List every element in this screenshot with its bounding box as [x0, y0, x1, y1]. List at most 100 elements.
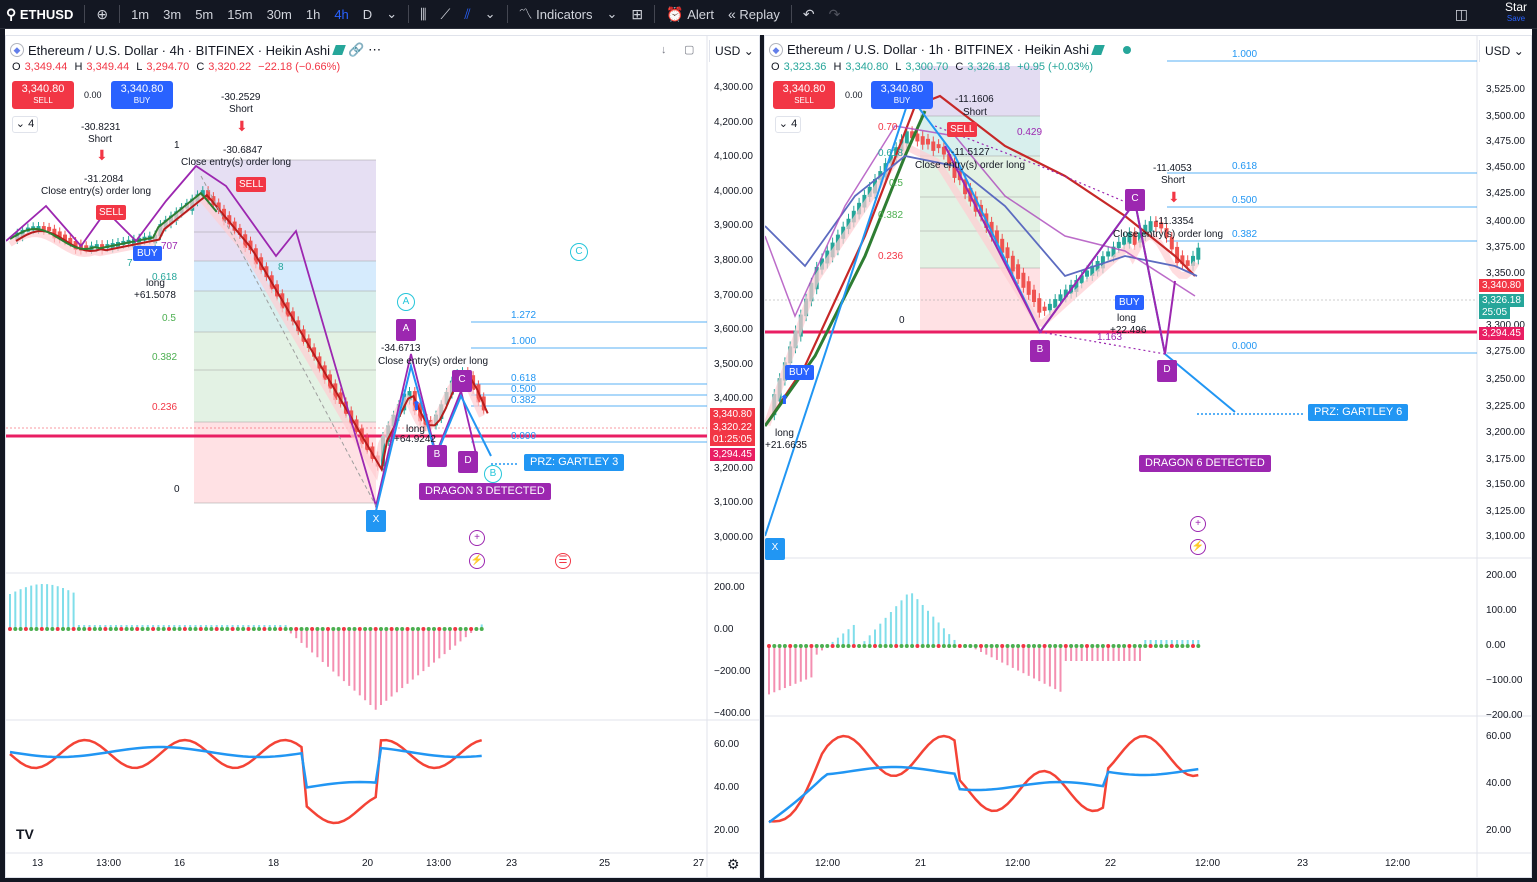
heikin-ashi-button[interactable]: ⫽ [457, 0, 477, 29]
macd-dot [936, 644, 941, 648]
interval-dropdown[interactable]: ⌄ [379, 0, 404, 29]
pattern-point-a[interactable]: A [396, 319, 416, 341]
pattern-point-b[interactable]: B [1030, 340, 1050, 362]
dividend-icon[interactable]: ⚡ [1190, 539, 1206, 555]
arrow-down-icon[interactable]: ↓ [661, 44, 667, 56]
elliott-wave-c[interactable]: C [570, 243, 588, 261]
sell-order-tag[interactable]: SELL [96, 205, 127, 220]
symbol-search-button[interactable]: ⚲ ETHUSD [0, 0, 80, 29]
currency-selector[interactable]: USD ⌄ [709, 40, 757, 62]
price-tick: 3,400.00 [1486, 216, 1525, 227]
us-flag-icon[interactable]: ☰ [555, 553, 571, 569]
sell-button[interactable]: 3,340.80 SELL [773, 81, 835, 109]
interval-5m[interactable]: 5m [195, 6, 214, 22]
maximize-icon[interactable]: ▢ [684, 44, 695, 56]
panel-divider[interactable] [760, 35, 764, 882]
trade-pnl-label: -11.1606 [955, 94, 994, 105]
indicators-dropdown[interactable]: ⌄ [600, 0, 625, 29]
interval-3m[interactable]: 3m [163, 6, 182, 22]
buy-order-tag[interactable]: BUY [133, 246, 162, 261]
macd-dot [161, 627, 166, 631]
rsi-line [768, 734, 1199, 823]
interval-30m[interactable]: 30m [266, 6, 292, 22]
pattern-point-x[interactable]: X [765, 538, 785, 560]
chart-panel-4h[interactable]: ◆ Ethereum / U.S. Dollar · 4h · BITFINEX… [5, 35, 760, 878]
settings-gear-icon[interactable]: ⚙ [727, 856, 740, 872]
indicators-collapse-button[interactable]: ⌄ 4 [775, 116, 801, 133]
buy-button[interactable]: 3,340.80 BUY [111, 81, 173, 109]
event-icon[interactable]: + [469, 530, 485, 546]
macd-tick: −400.00 [714, 708, 751, 719]
link-icon[interactable]: 🔗 [347, 42, 365, 57]
macd-dot [1164, 644, 1169, 648]
interval-1h[interactable]: 1h [305, 6, 321, 22]
pattern-point-c[interactable]: C [1125, 189, 1145, 211]
buy-order-tag[interactable]: BUY [785, 365, 814, 380]
chart-canvas-1h[interactable] [765, 36, 1532, 878]
interval-d[interactable]: D [362, 6, 373, 22]
ratio-label: 7 [127, 258, 133, 269]
price-tick: 3,500.00 [714, 358, 753, 370]
fib-level-label: 0.70 [878, 122, 898, 133]
prz-gartley-tag[interactable]: PRZ: GARTLEY 3 [524, 454, 625, 471]
star-save-button[interactable]: Star Save [1505, 1, 1527, 24]
undo-button[interactable]: ↶ [796, 0, 822, 29]
more-icon[interactable]: ⋯ [368, 42, 382, 57]
pattern-point-c[interactable]: C [452, 370, 472, 392]
macd-dot [347, 627, 352, 631]
candle [1132, 232, 1137, 245]
indicators-collapse-button[interactable]: ⌄ 4 [12, 116, 38, 133]
sell-order-tag[interactable]: SELL [947, 122, 978, 137]
candle-type-button[interactable]: ⫼ [413, 0, 433, 29]
indicators-button[interactable]: 〽 Indicators [512, 0, 600, 29]
chart-type-dropdown[interactable]: ⌄ [478, 0, 503, 29]
time-tick: 22 [1105, 858, 1117, 869]
candle [1196, 247, 1201, 260]
close-value: 3,320.22 [208, 61, 252, 73]
elliott-wave-a[interactable]: A [397, 293, 415, 311]
prz-gartley-tag[interactable]: PRZ: GARTLEY 6 [1308, 404, 1409, 421]
interval-15m[interactable]: 15m [227, 6, 253, 22]
dividend-icon[interactable]: ⚡ [469, 553, 485, 569]
trade-pnl-label: -11.3354 [1155, 216, 1194, 227]
trade-long-label: long [775, 428, 794, 439]
tradingview-logo-icon: TV [16, 826, 34, 842]
dragon-pattern-tag[interactable]: DRAGON 6 DETECTED [1139, 455, 1271, 472]
macd-dot [1090, 644, 1095, 648]
candle [888, 155, 893, 164]
pattern-point-b[interactable]: B [427, 445, 447, 467]
interval-4h[interactable]: 4h [334, 6, 349, 22]
alert-button[interactable]: ⏰ Alert [659, 0, 721, 29]
candle [306, 338, 311, 349]
buy-order-tag[interactable]: BUY [1115, 295, 1144, 310]
zigzag-line [6, 164, 477, 510]
layout-split-button[interactable]: ◫ [1448, 0, 1475, 29]
replay-button[interactable]: « Replay [721, 0, 787, 29]
chart-canvas-4h[interactable] [6, 36, 760, 878]
elliott-wave-b[interactable]: B [484, 465, 502, 483]
dragon-pattern-tag[interactable]: DRAGON 3 DETECTED [419, 483, 551, 500]
chart-panel-1h[interactable]: ◆ Ethereum / U.S. Dollar · 1h · BITFINEX… [764, 35, 1532, 878]
sell-order-tag[interactable]: SELL [236, 177, 267, 192]
compare-button[interactable]: ⊕ [89, 0, 115, 29]
macd-dot [1016, 644, 1021, 648]
chart-line-icon: ⟋ [440, 5, 451, 22]
event-icon[interactable]: + [1190, 516, 1206, 532]
toolbar-divider [790, 5, 792, 23]
pattern-point-d[interactable]: D [458, 451, 478, 473]
macd-dot [405, 627, 410, 631]
macd-dot [973, 644, 978, 648]
redo-button[interactable]: ↷ [822, 0, 848, 29]
buy-button[interactable]: 3,340.80 BUY [871, 81, 933, 109]
close-entry-label: Close entry(s) order long [41, 186, 152, 197]
sell-button[interactable]: 3,340.80 SELL [12, 81, 74, 109]
area-type-button[interactable]: ⟋ [434, 0, 458, 29]
pattern-point-x[interactable]: X [366, 510, 386, 532]
pattern-dotted [1039, 331, 1166, 355]
right-frame [1532, 29, 1537, 882]
currency-selector[interactable]: USD ⌄ [1479, 40, 1527, 62]
interval-1m[interactable]: 1m [131, 6, 150, 22]
candle [381, 436, 385, 467]
pattern-point-d[interactable]: D [1157, 360, 1177, 382]
layout-button[interactable]: ⊞ [624, 0, 650, 29]
